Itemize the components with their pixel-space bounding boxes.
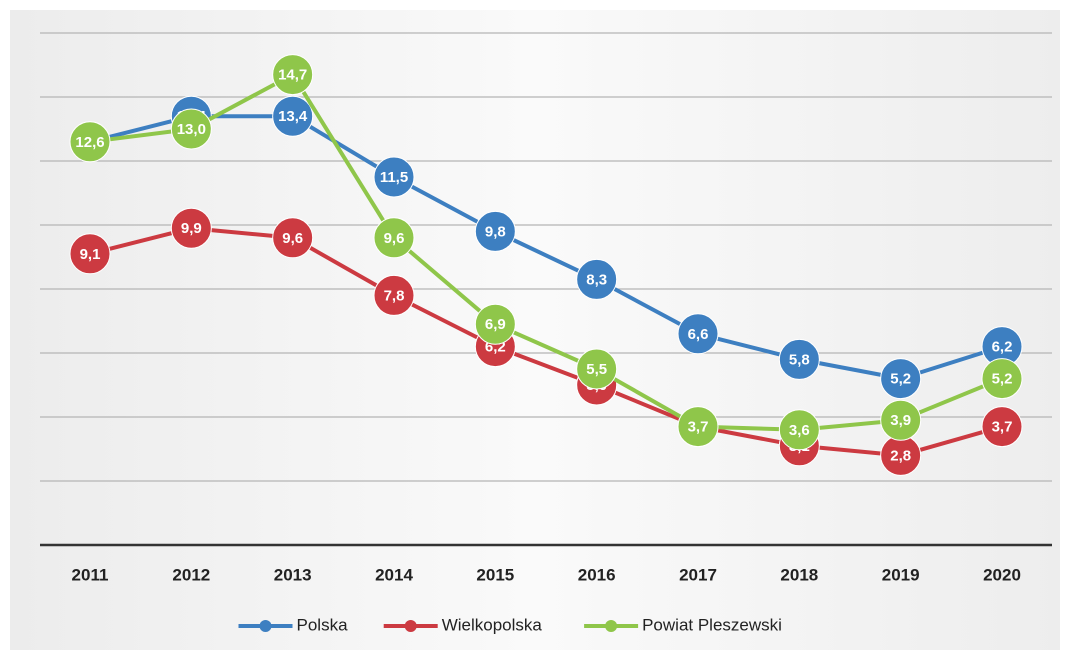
x-tick-label: 2014 bbox=[375, 565, 413, 584]
data-label: 6,6 bbox=[688, 326, 709, 343]
data-point bbox=[272, 217, 314, 259]
legend-swatch-marker bbox=[605, 620, 618, 632]
x-tick-label: 2020 bbox=[983, 565, 1021, 584]
data-point bbox=[576, 258, 618, 300]
x-tick-label: 2017 bbox=[679, 565, 717, 584]
data-label: 7,8 bbox=[384, 287, 405, 304]
data-point bbox=[373, 217, 415, 259]
data-point bbox=[880, 399, 922, 441]
data-label: 13,0 bbox=[177, 121, 206, 138]
series-line bbox=[89, 226, 1003, 458]
data-point bbox=[576, 348, 618, 390]
data-label: 14,7 bbox=[278, 67, 307, 84]
data-label: 9,9 bbox=[181, 220, 202, 237]
data-label: 5,2 bbox=[992, 371, 1013, 388]
legend-label: Powiat Pleszewski bbox=[642, 615, 782, 634]
x-tick-label: 2013 bbox=[274, 565, 312, 584]
data-point bbox=[474, 303, 516, 345]
data-point bbox=[373, 156, 415, 198]
data-point bbox=[69, 121, 111, 163]
data-point bbox=[272, 95, 314, 137]
data-point bbox=[778, 338, 820, 380]
data-label: 12,6 bbox=[75, 134, 104, 151]
legend-label: Polska bbox=[297, 615, 349, 634]
data-point bbox=[373, 274, 415, 316]
chart-background bbox=[10, 10, 1060, 650]
data-label: 3,9 bbox=[890, 412, 911, 429]
data-label: 3,7 bbox=[688, 419, 709, 436]
series-line bbox=[89, 114, 1003, 381]
data-point bbox=[69, 233, 111, 275]
x-tick-label: 2012 bbox=[172, 565, 210, 584]
data-label: 3,6 bbox=[789, 422, 810, 439]
data-point bbox=[272, 54, 314, 96]
data-label: 9,6 bbox=[282, 230, 303, 247]
data-label: 6,2 bbox=[992, 339, 1013, 356]
data-label: 5,2 bbox=[890, 371, 911, 388]
legend-swatch-marker bbox=[404, 620, 417, 632]
data-label: 13,4 bbox=[278, 108, 308, 125]
data-point bbox=[170, 108, 212, 150]
data-point bbox=[474, 210, 516, 252]
data-label: 9,1 bbox=[80, 246, 101, 263]
x-tick-label: 2016 bbox=[578, 565, 616, 584]
data-label: 11,5 bbox=[380, 169, 408, 186]
data-point bbox=[677, 313, 719, 355]
data-point bbox=[981, 358, 1023, 400]
data-label: 3,7 bbox=[992, 419, 1013, 436]
series-line bbox=[89, 72, 1003, 432]
data-label: 6,9 bbox=[485, 316, 506, 333]
data-label: 5,8 bbox=[789, 351, 810, 368]
data-label: 8,3 bbox=[586, 271, 607, 288]
legend-label: Wielkopolska bbox=[442, 615, 543, 634]
data-label: 2,8 bbox=[890, 447, 911, 464]
data-point bbox=[880, 358, 922, 400]
data-label: 5,5 bbox=[586, 361, 607, 378]
data-label: 9,6 bbox=[384, 230, 405, 247]
data-label: 9,8 bbox=[485, 223, 506, 240]
data-point bbox=[778, 409, 820, 451]
x-tick-label: 2011 bbox=[72, 565, 109, 584]
x-tick-label: 2019 bbox=[882, 565, 920, 584]
x-tick-label: 2015 bbox=[476, 565, 514, 584]
data-point bbox=[981, 406, 1023, 448]
legend-swatch-marker bbox=[259, 620, 272, 632]
x-tick-label: 2018 bbox=[780, 565, 818, 584]
data-point bbox=[677, 406, 719, 448]
data-point bbox=[170, 207, 212, 249]
